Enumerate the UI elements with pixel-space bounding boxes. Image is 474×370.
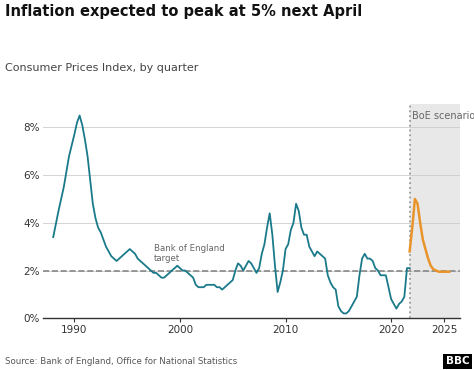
Text: Source: Bank of England, Office for National Statistics: Source: Bank of England, Office for Nati… — [5, 357, 237, 366]
Text: Consumer Prices Index, by quarter: Consumer Prices Index, by quarter — [5, 63, 198, 73]
Bar — [410, 104, 460, 318]
Text: Bank of England
target: Bank of England target — [154, 244, 224, 263]
Text: BoE scenario: BoE scenario — [412, 111, 474, 121]
Text: BBC: BBC — [446, 356, 469, 366]
Text: Inflation expected to peak at 5% next April: Inflation expected to peak at 5% next Ap… — [5, 4, 362, 19]
